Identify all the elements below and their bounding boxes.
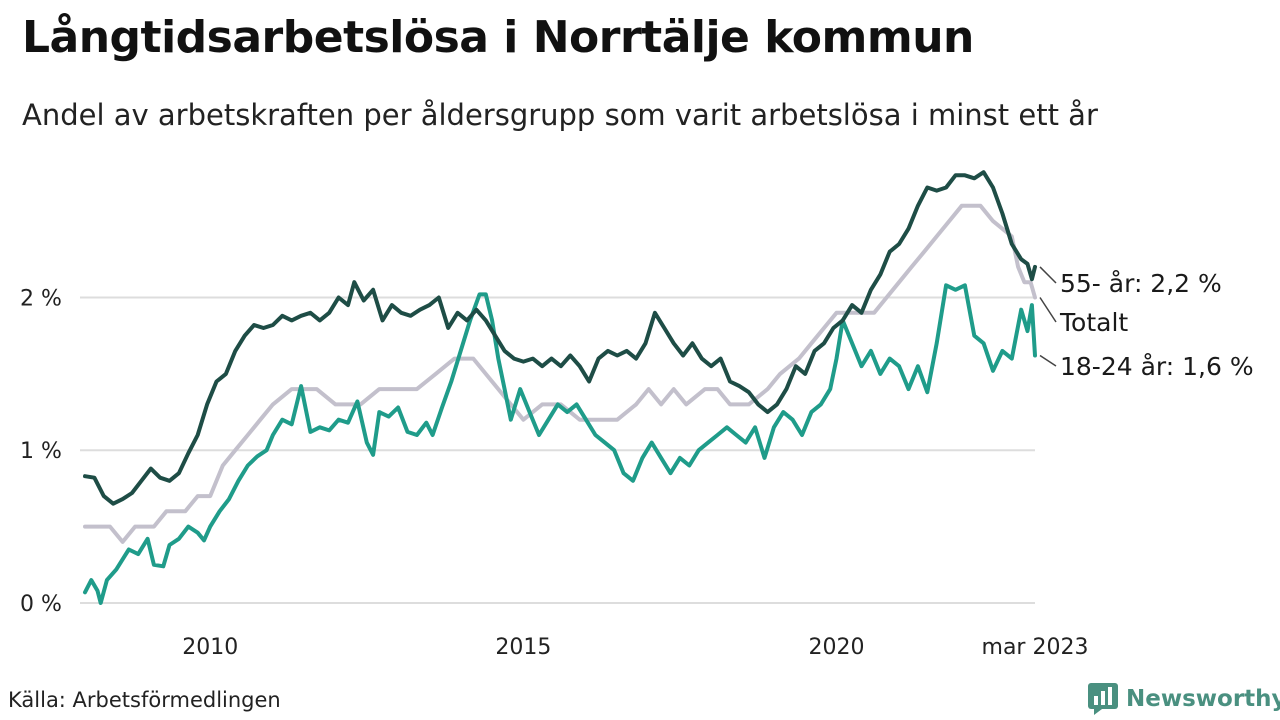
y-axis-ticks: 0 % 1 % 2 %	[20, 286, 62, 617]
end-label-young: 18-24 år: 1,6 %	[1060, 352, 1254, 381]
chart-subtitle: Andel av arbetskraften per åldersgrupp s…	[22, 98, 1098, 132]
y-tick-label: 2 %	[20, 286, 62, 311]
end-label-connector	[1039, 266, 1057, 284]
brand-logo: Newsworthy	[1088, 683, 1280, 715]
end-label-old: 55- år: 2,2 %	[1060, 269, 1222, 298]
newsworthy-logo-icon	[1088, 683, 1118, 715]
gridlines	[80, 296, 1035, 604]
series-lines	[83, 170, 1037, 605]
x-axis-ticks: 2010 2015 2020 mar 2023	[182, 635, 1088, 660]
series-line-old	[83, 170, 1037, 506]
end-label-total: Totalt	[1059, 308, 1128, 337]
series-line-young	[83, 283, 1037, 605]
brand-name: Newsworthy	[1126, 686, 1280, 712]
x-tick-label: 2015	[495, 635, 551, 660]
x-tick-label: 2010	[182, 635, 238, 660]
source-note: Källa: Arbetsförmedlingen	[8, 688, 281, 712]
y-tick-label: 1 %	[20, 439, 62, 464]
x-tick-label: mar 2023	[982, 635, 1089, 660]
x-tick-label: 2020	[808, 635, 864, 660]
y-tick-label: 0 %	[20, 592, 62, 617]
end-label-connector	[1039, 297, 1057, 323]
series-line-total	[83, 203, 1037, 544]
chart-title: Långtidsarbetslösa i Norrtälje kommun	[22, 12, 974, 63]
end-label-connector	[1039, 354, 1057, 367]
end-labels: Totalt 18-24 år: 1,6 % 55- år: 2,2 %	[1039, 266, 1254, 381]
line-chart: 0 % 1 % 2 % 2010 2015 2020 mar 2023 Totalt 18-…	[20, 170, 1254, 660]
